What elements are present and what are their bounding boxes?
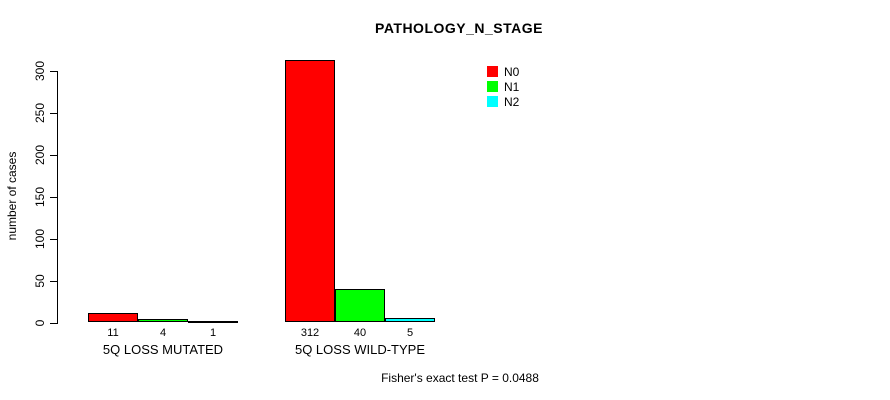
y-axis-tick-label: 150 <box>33 186 47 207</box>
y-axis-tick-label: 200 <box>33 144 47 165</box>
bar-value-label: 40 <box>353 326 367 339</box>
y-axis-line <box>57 70 58 324</box>
y-axis-tick <box>50 70 57 72</box>
y-axis-tick <box>50 322 57 324</box>
bar-n2-group1 <box>188 321 238 323</box>
y-axis-tick <box>50 196 57 198</box>
pvalue-footnote: Fisher's exact test P = 0.0488 <box>381 371 539 385</box>
legend-label: N2 <box>504 94 520 109</box>
y-axis-title: number of cases <box>5 151 19 241</box>
y-axis-tick-label: 250 <box>33 102 47 123</box>
legend-item-n0: N0 <box>487 64 519 79</box>
bar-n1-group2 <box>335 288 385 323</box>
legend-swatch-n2 <box>487 96 498 107</box>
y-axis-tick-label: 0 <box>33 319 47 326</box>
y-axis-tick <box>50 154 57 156</box>
legend-item-n2: N2 <box>487 94 519 109</box>
legend: N0 N1 N2 <box>487 64 519 109</box>
legend-swatch-n0 <box>487 66 498 77</box>
y-axis-tick-label: 50 <box>33 273 47 288</box>
bar-n1-group1 <box>138 319 188 323</box>
category-label: 5Q LOSS WILD-TYPE <box>294 342 426 357</box>
legend-label: N1 <box>504 79 520 94</box>
y-axis-tick <box>50 238 57 240</box>
bar-value-label: 5 <box>406 326 414 339</box>
y-axis-tick-label: 100 <box>33 228 47 249</box>
bar-value-label: 4 <box>159 326 167 339</box>
legend-swatch-n1 <box>487 81 498 92</box>
bar-value-label: 1 <box>209 326 217 339</box>
y-axis-tick <box>50 280 57 282</box>
bar-value-label: 312 <box>300 326 320 339</box>
bar-n0-group2 <box>285 60 335 323</box>
bar-n0-group1 <box>88 313 138 323</box>
y-axis-tick <box>50 112 57 114</box>
chart-title: PATHOLOGY_N_STAGE <box>375 20 543 36</box>
bar-n2-group2 <box>385 318 435 323</box>
legend-label: N0 <box>504 64 520 79</box>
y-axis-tick-label: 300 <box>33 60 47 81</box>
bar-value-label: 11 <box>107 326 119 339</box>
category-label: 5Q LOSS MUTATED <box>102 342 224 357</box>
legend-item-n1: N1 <box>487 79 519 94</box>
